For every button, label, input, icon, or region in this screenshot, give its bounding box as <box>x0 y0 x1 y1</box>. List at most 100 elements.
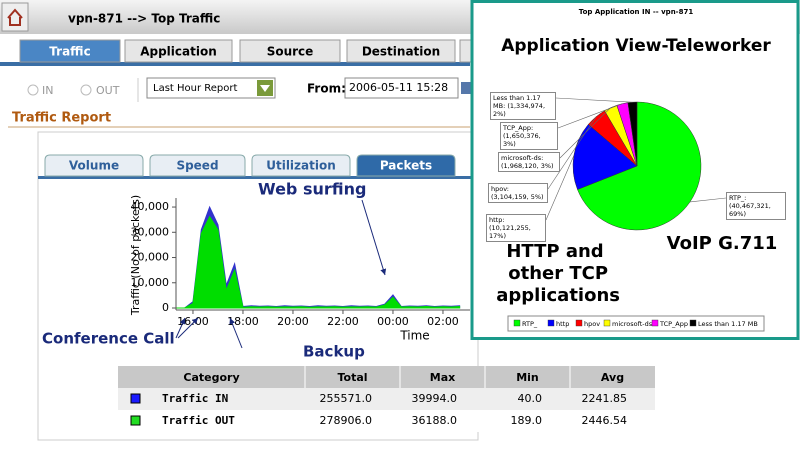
x-tick-label: 20:00 <box>277 315 309 328</box>
area <box>176 215 461 309</box>
radio-out[interactable] <box>80 84 92 96</box>
tab[interactable] <box>19 39 121 63</box>
subtab[interactable] <box>251 154 351 177</box>
pie-value-label: http: (10,121,255, 17%) <box>486 214 546 242</box>
x-tick-label: 02:00 <box>427 315 459 328</box>
subtab[interactable] <box>44 154 144 177</box>
leader-line <box>557 103 623 129</box>
header-title: vpn-871 --> Top Traffic <box>68 12 220 26</box>
subtab-label: Utilization <box>266 159 336 173</box>
leader-line <box>547 116 597 190</box>
legend-swatch <box>130 393 141 404</box>
legend-swatch <box>603 319 611 327</box>
left-content: Traffic Application Source Destination Volum… <box>19 39 655 432</box>
legend-swatch <box>689 319 697 327</box>
legend-label: http <box>556 320 569 328</box>
table-cell: 255571.0 <box>320 392 373 405</box>
subtab-label: Packets <box>380 159 432 173</box>
annotation-arrow <box>175 317 186 339</box>
table-cell: 189.0 <box>511 414 543 427</box>
from-label: From: <box>307 82 346 96</box>
legend-swatch <box>575 319 583 327</box>
table-header: Category <box>183 371 239 384</box>
y-tick-label: 20,000 <box>131 251 170 264</box>
annotation-arrow <box>177 317 199 339</box>
subtab-label: Volume <box>69 159 119 173</box>
legend-swatch <box>513 319 521 327</box>
leader-line <box>545 155 575 221</box>
table-header: Avg <box>601 371 624 384</box>
table-cell: Traffic OUT <box>162 414 235 427</box>
home-icon <box>7 8 23 26</box>
table-cell: 2241.85 <box>582 392 628 405</box>
home-button[interactable] <box>1 2 29 32</box>
subtab[interactable] <box>149 154 246 177</box>
x-tick-label: 00:00 <box>377 315 409 328</box>
annotation: Backup <box>303 343 365 361</box>
tab-label: Destination <box>362 45 440 59</box>
tab[interactable] <box>346 39 456 63</box>
tab-label: Traffic <box>49 45 90 59</box>
pie-value-label: Less than 1.17 MB: (1,334,974, 2%) <box>490 92 556 120</box>
table-cell: 40.0 <box>518 392 543 405</box>
annotation: Application View-Teleworker <box>501 36 771 56</box>
annotation-arrow <box>361 199 387 276</box>
pie-value-label: TCP_App: (1,650,376, 3%) <box>500 122 558 150</box>
table-header: Min <box>516 371 539 384</box>
report-select[interactable] <box>146 77 276 99</box>
table-cell: 36188.0 <box>412 414 458 427</box>
subtab-label: Speed <box>176 159 218 173</box>
section-title: Traffic Report <box>12 111 111 126</box>
table-cell: 39994.0 <box>412 392 458 405</box>
pie-value-label: RTP_: (40,467,321, 69%) <box>726 192 786 220</box>
tab-underline <box>0 62 470 66</box>
calendar-icon[interactable] <box>461 82 471 94</box>
y-tick-label: 0 <box>162 301 169 314</box>
radio-in-label: IN <box>42 84 53 97</box>
y-axis-label: Traffic (No of packets) <box>129 195 142 316</box>
y-tick-label: 40,000 <box>131 200 170 213</box>
legend-label: microsoft-ds <box>612 320 653 328</box>
leader-line <box>689 197 727 203</box>
y-tick-label: 10,000 <box>131 276 170 289</box>
leader-line <box>555 97 633 103</box>
radio-out-label: OUT <box>96 84 120 97</box>
legend-swatch <box>547 319 555 327</box>
tab-label: Application <box>140 45 217 59</box>
table-cell: 2446.54 <box>582 414 628 427</box>
legend-label: Less than 1.17 MB <box>698 320 758 328</box>
annotation: Web surfing <box>258 180 366 199</box>
from-input-text: 2006-05-11 15:28 <box>349 81 448 94</box>
annotation: VoIP G.711 <box>667 233 778 254</box>
legend-swatch <box>130 415 141 426</box>
report-select-text: Last Hour Report <box>153 83 238 94</box>
table-cell: Traffic IN <box>162 392 228 405</box>
from-input[interactable] <box>344 77 459 99</box>
table-header-bg <box>118 366 655 388</box>
legend-box <box>507 315 765 332</box>
subtab-underline <box>38 176 478 179</box>
x-tick-label: 18:00 <box>227 315 259 328</box>
table-header: Max <box>430 371 455 384</box>
tab-label: Source <box>267 45 314 59</box>
pie-value-label: hpov: (3,104,159, 5%) <box>488 183 548 203</box>
pie-slice <box>572 124 638 190</box>
select-arrow-icon <box>260 85 270 92</box>
radio-in[interactable] <box>27 84 39 96</box>
y-tick-label: 30,000 <box>131 225 170 238</box>
table-cell: 278906.0 <box>320 414 373 427</box>
tab[interactable] <box>239 39 341 63</box>
tab[interactable] <box>124 39 233 63</box>
legend-label: RTP_ <box>522 320 538 328</box>
pie-value-label: microsoft-ds: (1,968,120, 3%) <box>498 152 560 172</box>
x-axis-label: Time <box>399 329 429 343</box>
annotation: HTTP and other TCP applications <box>490 241 620 306</box>
subtab[interactable] <box>356 154 456 177</box>
table-row-bg <box>118 388 655 410</box>
table-header: Total <box>337 371 367 384</box>
leader-line <box>559 107 611 159</box>
pie-slice <box>627 101 638 167</box>
annotation-arrow <box>229 317 243 349</box>
